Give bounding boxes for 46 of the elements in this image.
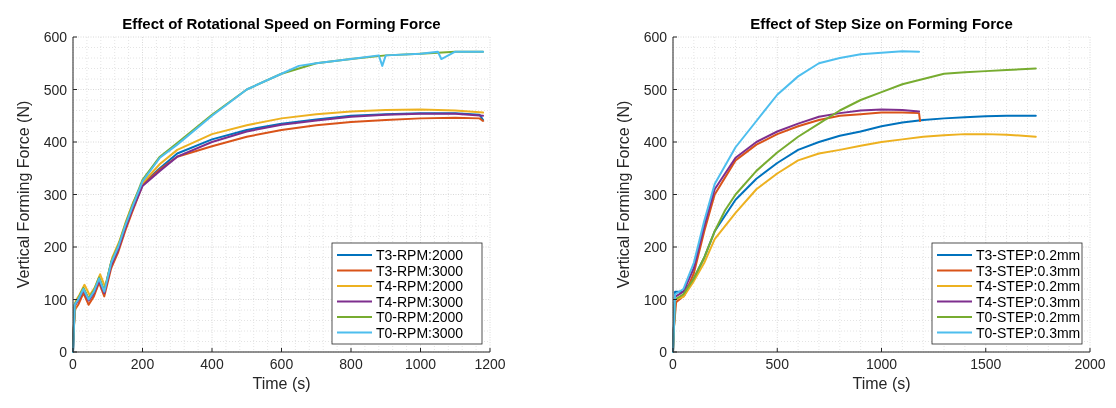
x-tick-label: 200 — [130, 356, 155, 372]
y-tick-label: 100 — [43, 291, 68, 308]
x-tick-label: 1200 — [474, 356, 506, 372]
x-tick-label: 600 — [269, 356, 294, 372]
y-tick-label: 600 — [643, 29, 668, 45]
x-tick-label: 0 — [69, 356, 78, 372]
y-tick-label: 500 — [43, 81, 68, 98]
x-tick-label: 1000 — [865, 356, 898, 372]
legend-label: T3-RPM:3000 — [376, 262, 464, 279]
y-axis-title: Vertical Forming Force (N) — [15, 100, 32, 289]
y-tick-label: 200 — [43, 239, 68, 255]
legend-label: T3-STEP:0.2mm — [976, 247, 1081, 263]
x-tick-label: 2000 — [1074, 356, 1106, 372]
x-tick-label: 800 — [339, 356, 363, 372]
y-tick-label: 200 — [643, 239, 668, 255]
y-tick-label: 600 — [43, 29, 68, 45]
legend-label: T3-RPM:2000 — [376, 247, 464, 263]
legend-label: T3-STEP:0.3mm — [976, 262, 1081, 279]
legend-label: T4-STEP:0.2mm — [976, 278, 1081, 294]
y-tick-label: 400 — [43, 134, 68, 150]
legend-label: T4-RPM:2000 — [376, 278, 464, 294]
legend-label: T0-STEP:0.2mm — [976, 309, 1081, 325]
legend-label: T0-RPM:2000 — [376, 309, 464, 325]
y-tick-label: 100 — [643, 291, 668, 308]
x-tick-label: 500 — [765, 356, 790, 372]
legend-label: T4-STEP:0.3mm — [976, 293, 1081, 310]
y-tick-label: 500 — [643, 81, 668, 98]
chart-title: Effect of Step Size on Forming Force — [750, 15, 1013, 32]
x-axis-title: Time (s) — [252, 375, 311, 392]
y-tick-label: 300 — [643, 186, 668, 203]
y-tick-label: 300 — [43, 186, 68, 203]
x-tick-label: 1000 — [404, 356, 437, 372]
legend-label: T0-STEP:0.3mm — [976, 324, 1081, 341]
y-tick-label: 0 — [59, 344, 68, 360]
x-axis-title: Time (s) — [852, 375, 911, 392]
line-series — [672, 50, 921, 353]
y-tick-label: 0 — [659, 344, 668, 360]
x-tick-label: 0 — [669, 356, 678, 372]
x-tick-label: 1500 — [970, 356, 1002, 372]
line-series — [72, 50, 485, 353]
legend-label: T0-RPM:3000 — [376, 324, 464, 341]
chart-title: Effect of Rotational Speed on Forming Force — [122, 15, 441, 32]
legend-label: T4-RPM:3000 — [376, 293, 464, 310]
y-axis-title: Vertical Forming Force (N) — [615, 100, 632, 289]
y-tick-label: 400 — [643, 134, 668, 150]
x-tick-label: 400 — [200, 356, 224, 372]
